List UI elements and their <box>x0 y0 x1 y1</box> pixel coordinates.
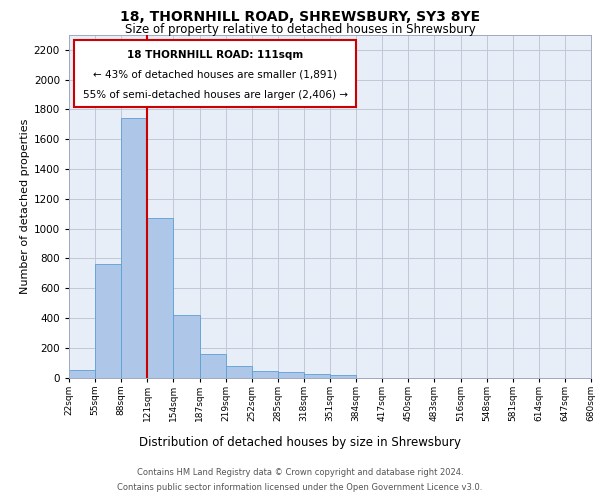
FancyBboxPatch shape <box>74 40 356 107</box>
Text: 18 THORNHILL ROAD: 111sqm: 18 THORNHILL ROAD: 111sqm <box>127 50 303 60</box>
Text: 18, THORNHILL ROAD, SHREWSBURY, SY3 8YE: 18, THORNHILL ROAD, SHREWSBURY, SY3 8YE <box>120 10 480 24</box>
Text: Distribution of detached houses by size in Shrewsbury: Distribution of detached houses by size … <box>139 436 461 449</box>
Bar <box>252 371 278 378</box>
Bar <box>330 376 356 378</box>
Text: 55% of semi-detached houses are larger (2,406) →: 55% of semi-detached houses are larger (… <box>83 90 347 100</box>
Text: Size of property relative to detached houses in Shrewsbury: Size of property relative to detached ho… <box>125 22 475 36</box>
Text: Contains public sector information licensed under the Open Government Licence v3: Contains public sector information licen… <box>118 483 482 492</box>
Bar <box>304 374 330 378</box>
Bar <box>95 264 121 378</box>
Bar <box>278 372 304 378</box>
Bar <box>121 118 148 378</box>
Text: Contains HM Land Registry data © Crown copyright and database right 2024.: Contains HM Land Registry data © Crown c… <box>137 468 463 477</box>
Text: ← 43% of detached houses are smaller (1,891): ← 43% of detached houses are smaller (1,… <box>93 69 337 79</box>
Y-axis label: Number of detached properties: Number of detached properties <box>20 118 29 294</box>
Bar <box>69 370 95 378</box>
Bar <box>148 218 173 378</box>
Bar <box>226 366 252 378</box>
Bar <box>173 315 199 378</box>
Bar <box>199 354 226 378</box>
